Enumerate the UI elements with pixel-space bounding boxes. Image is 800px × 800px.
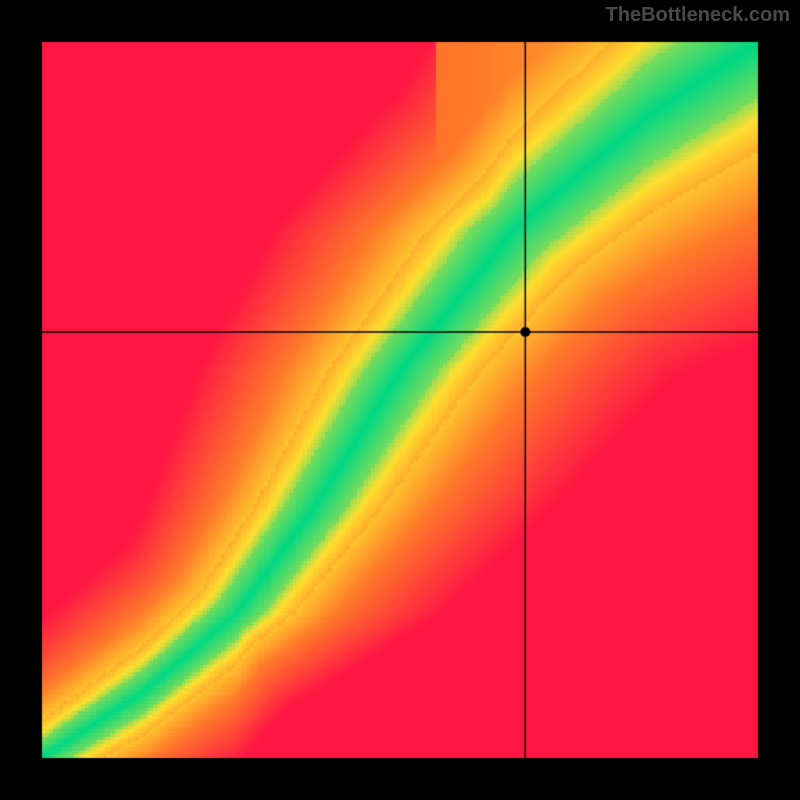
chart-container: TheBottleneck.com — [0, 0, 800, 800]
watermark-text: TheBottleneck.com — [606, 4, 790, 27]
heatmap-canvas — [0, 0, 800, 800]
